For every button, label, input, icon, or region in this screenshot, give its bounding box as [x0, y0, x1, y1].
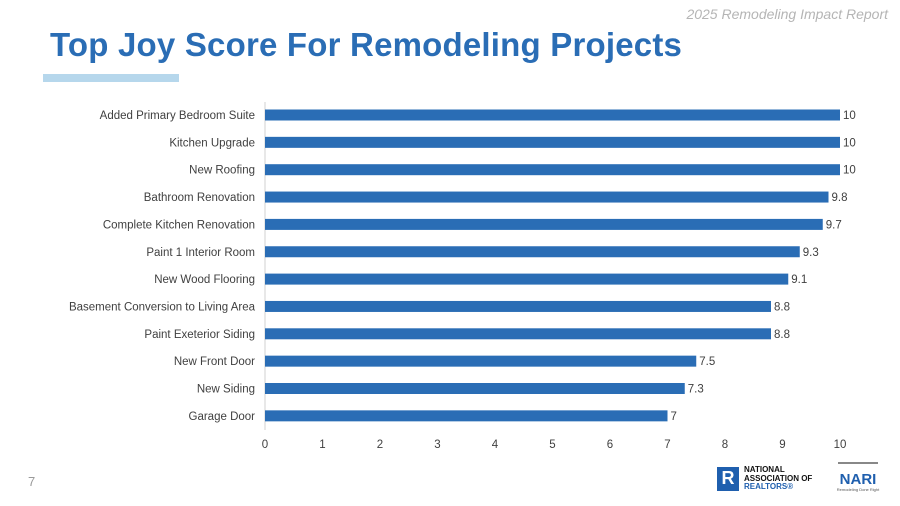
data-label: 8.8	[774, 329, 790, 341]
x-tick-label: 5	[549, 439, 555, 451]
nari-logo: NARI Remodeling Done Right	[836, 462, 880, 492]
x-tick-label: 0	[262, 439, 268, 451]
data-label: 7	[671, 411, 677, 423]
bar	[265, 164, 840, 176]
roof-icon	[838, 462, 878, 473]
data-label: 10	[843, 137, 856, 149]
x-tick-label: 9	[779, 439, 785, 451]
category-label: New Siding	[197, 384, 255, 396]
data-label: 9.7	[826, 219, 842, 231]
data-label: 9.8	[832, 192, 848, 204]
data-label: 7.5	[699, 356, 715, 368]
data-label: 10	[843, 110, 856, 122]
category-label: Paint 1 Interior Room	[146, 247, 255, 259]
category-label: New Front Door	[174, 356, 255, 368]
category-label: Kitchen Upgrade	[169, 137, 255, 149]
x-tick-label: 3	[434, 439, 440, 451]
bar	[265, 300, 771, 312]
category-label: New Roofing	[189, 165, 255, 177]
category-label: New Wood Flooring	[154, 274, 255, 286]
bar	[265, 273, 789, 285]
category-label: Bathroom Renovation	[144, 192, 255, 204]
category-label: Complete Kitchen Renovation	[103, 219, 255, 231]
category-label: Added Primary Bedroom Suite	[100, 110, 255, 122]
x-tick-label: 2	[377, 439, 383, 451]
bar	[265, 191, 829, 203]
x-tick-label: 8	[722, 439, 728, 451]
nar-logo: R NATIONAL ASSOCIATION OF REALTORS®	[717, 465, 812, 492]
report-name: 2025 Remodeling Impact Report	[686, 6, 888, 22]
bar	[265, 355, 697, 367]
data-label: 10	[843, 165, 856, 177]
x-tick-label: 4	[492, 439, 499, 451]
data-label: 8.8	[774, 301, 790, 313]
data-label: 7.3	[688, 384, 704, 396]
bar	[265, 218, 823, 230]
bar	[265, 246, 800, 258]
bar	[265, 383, 685, 394]
title-underline	[43, 74, 179, 82]
x-tick-label: 6	[607, 439, 613, 451]
bar	[265, 109, 840, 121]
bar	[265, 136, 840, 148]
category-label: Garage Door	[189, 411, 256, 423]
category-label: Paint Exeterior Siding	[144, 329, 255, 341]
page-title: Top Joy Score For Remodeling Projects	[50, 26, 683, 63]
bar	[265, 328, 771, 340]
x-tick-label: 7	[664, 439, 670, 451]
bar	[265, 410, 668, 422]
x-tick-label: 10	[834, 439, 847, 451]
data-label: 9.3	[803, 247, 819, 259]
x-tick-label: 1	[319, 439, 325, 451]
page-number: 7	[28, 474, 36, 489]
category-label: Basement Conversion to Living Area	[69, 301, 256, 313]
realtor-r-icon: R	[717, 466, 739, 491]
data-label: 9.1	[791, 274, 807, 286]
